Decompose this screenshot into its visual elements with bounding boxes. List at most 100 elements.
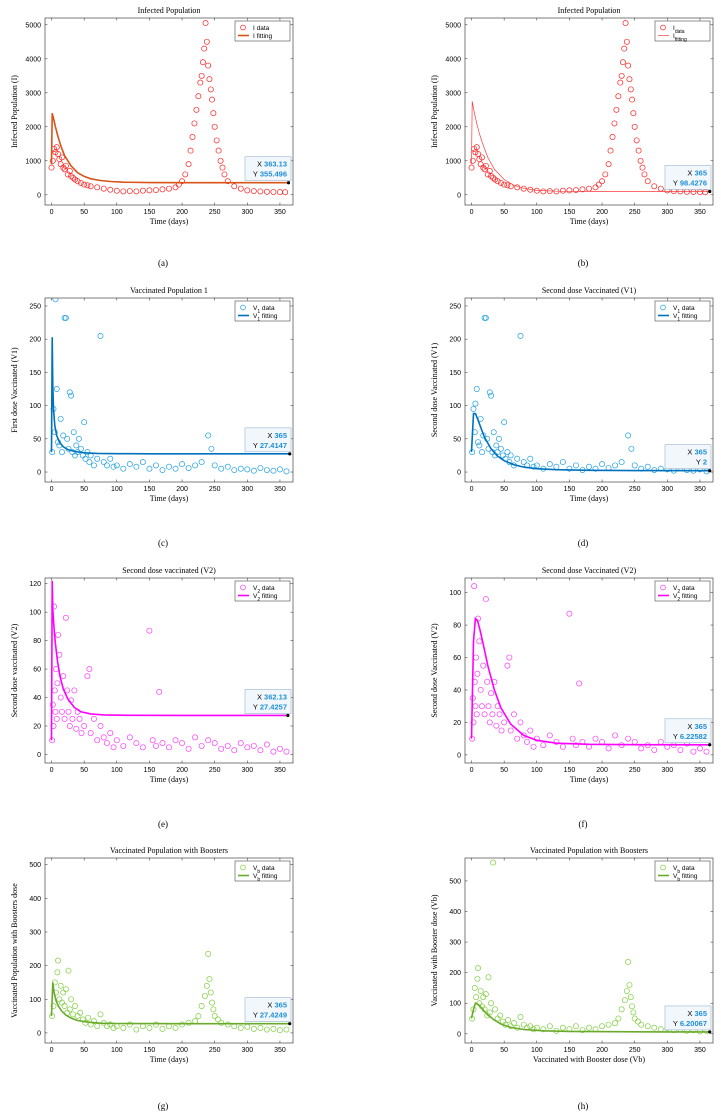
x-tick-label: 300 [241, 767, 253, 774]
data-point [70, 429, 77, 436]
plot-marks [469, 859, 710, 1035]
data-point [55, 631, 62, 638]
datatip-x: X 363.13 [257, 160, 287, 169]
data-point [224, 463, 231, 470]
y-tick-label: 300 [449, 940, 461, 947]
y-axis-label: First dose Vaccinated (V1) [10, 347, 19, 433]
data-point [524, 738, 530, 745]
data-point [198, 742, 205, 749]
data-point [618, 1006, 625, 1013]
data-point [107, 455, 114, 462]
data-point [625, 62, 632, 69]
legend-label-fit: I fitting [253, 33, 273, 40]
chart-panel-d: Second dose Vaccinated (V1) 0 50 100 150 200 2… [430, 286, 714, 548]
data-point [627, 994, 634, 1001]
data-point [631, 123, 638, 130]
plot-marks [469, 314, 710, 475]
y-tick-label: 50 [453, 436, 461, 443]
data-point [696, 745, 703, 752]
panel-caption: (f) [579, 819, 588, 829]
data-point [179, 740, 186, 747]
datatip-marker [288, 1022, 292, 1026]
data-point [60, 432, 67, 439]
data-point [201, 45, 208, 52]
data-point [203, 982, 210, 989]
panel-caption: (b) [578, 258, 589, 268]
data-point [270, 188, 277, 195]
data-point [52, 708, 59, 715]
legend-marker-data [240, 864, 246, 871]
data-point [77, 179, 84, 186]
data-point [68, 392, 75, 399]
data-point [76, 715, 83, 722]
y-tick-label: 2000 [445, 124, 461, 131]
data-point [690, 748, 697, 755]
fitting-curve [470, 1002, 710, 1033]
data-point [477, 988, 484, 994]
data-point [53, 715, 60, 722]
chart-title: Second dose Vaccinated (V1) [542, 286, 637, 295]
legend-label-fit: Vb fitting [673, 873, 698, 883]
data-point [494, 178, 501, 185]
data-point [65, 967, 72, 974]
y-tick-label: 3000 [25, 90, 41, 97]
data-point [517, 332, 524, 339]
y-tick-label: 0 [37, 192, 41, 199]
data-point [482, 162, 489, 169]
data-point [152, 1021, 159, 1028]
data-point [182, 171, 189, 178]
data-point [504, 449, 511, 456]
y-tick-label: 150 [449, 370, 461, 377]
data-point [612, 732, 619, 739]
plot-area [44, 577, 294, 764]
data-point [218, 1019, 225, 1026]
chart-panel-e: Second dose vaccinated (V2)0 50 100 150 200 2… [10, 566, 294, 829]
data-point [644, 178, 651, 185]
x-tick-label: 200 [596, 486, 608, 493]
data-point [72, 1003, 78, 1009]
data-point [166, 463, 172, 470]
data-point [484, 171, 491, 178]
data-point [638, 745, 645, 752]
data-point [615, 93, 622, 100]
data-point [507, 727, 514, 734]
data-point [146, 465, 153, 472]
data-point [139, 459, 146, 466]
data-point [237, 185, 244, 192]
data-point [627, 86, 634, 93]
data-point [629, 1003, 636, 1010]
data-point [605, 745, 612, 752]
datatip-x: X 365 [267, 1001, 287, 1010]
data-point [501, 419, 508, 426]
data-point [618, 72, 625, 79]
datatip-y: Y 6.22582 [673, 732, 707, 741]
data-point [651, 183, 658, 190]
data-point [484, 678, 491, 685]
y-tick-label: 20 [453, 720, 461, 727]
data-point [85, 1014, 92, 1021]
data-point [81, 723, 88, 729]
data-point [90, 715, 97, 722]
data-point [501, 719, 508, 726]
data-point [139, 744, 146, 751]
data-point [479, 703, 485, 710]
data-point [205, 432, 212, 439]
data-point [62, 314, 69, 321]
data-point [199, 59, 206, 66]
datatip-y: Y 27.4147 [253, 441, 287, 450]
x-tick-label: 250 [629, 767, 641, 774]
x-tick-label: 150 [564, 209, 576, 216]
datatip-y: Y 27.4257 [253, 702, 287, 711]
data-point [619, 59, 626, 66]
data-point [159, 740, 166, 747]
data-point [625, 959, 632, 965]
data-point [592, 465, 599, 472]
data-point [68, 173, 75, 180]
data-point [482, 596, 489, 603]
data-point [641, 171, 648, 178]
data-point [71, 687, 78, 694]
data-point [65, 708, 72, 715]
x-tick-label: 50 [80, 209, 88, 216]
data-point [206, 976, 213, 983]
data-point [599, 1023, 606, 1030]
